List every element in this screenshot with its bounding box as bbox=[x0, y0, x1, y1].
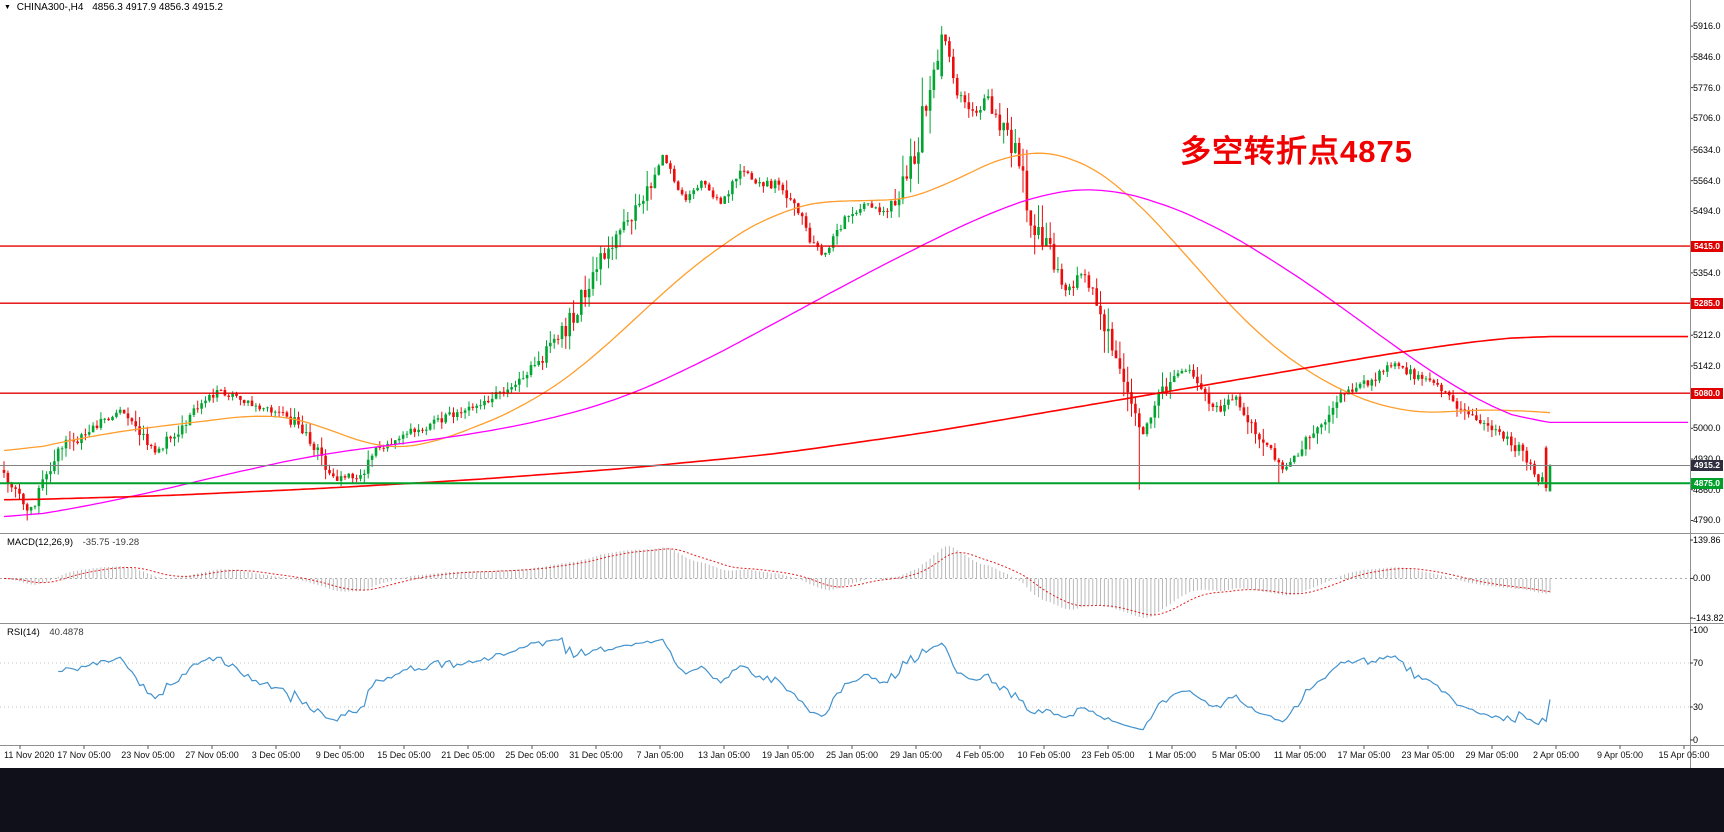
y-axis-tick: 5212.0 bbox=[1693, 330, 1721, 341]
time-axis-label: 4 Feb 05:00 bbox=[955, 750, 1005, 760]
time-axis-label: 23 Feb 05:00 bbox=[1081, 750, 1135, 760]
time-axis-label: 15 Apr 05:00 bbox=[1658, 750, 1710, 760]
ma-fast-line bbox=[3, 152, 1551, 452]
y-axis-tick: 5634.0 bbox=[1693, 144, 1721, 155]
annotation-text[interactable]: 多空转折点4875 bbox=[1180, 134, 1413, 169]
rsi-line bbox=[58, 637, 1551, 731]
time-axis-label: 17 Nov 05:00 bbox=[57, 750, 111, 760]
macd-histogram bbox=[7, 546, 1551, 618]
price-line-label: 5415.0 bbox=[1691, 240, 1723, 252]
rsi-axis-tick: 30 bbox=[1693, 702, 1704, 712]
y-axis-tick: 4930.0 bbox=[1693, 454, 1721, 465]
y-axis-tick: 5494.0 bbox=[1693, 206, 1721, 217]
time-axis-label: 23 Mar 05:00 bbox=[1401, 750, 1455, 760]
time-axis-label: 25 Jan 05:00 bbox=[825, 750, 879, 760]
time-axis-label: 10 Feb 05:00 bbox=[1017, 750, 1071, 760]
bear-candle-wicks bbox=[3, 36, 1547, 521]
price-line-label: 4875.0 bbox=[1691, 477, 1723, 489]
time-axis-label: 31 Dec 05:00 bbox=[569, 750, 623, 760]
time-axis-label: 7 Jan 05:00 bbox=[636, 750, 684, 760]
time-axis-label: 29 Mar 05:00 bbox=[1465, 750, 1519, 760]
macd-signal-line bbox=[3, 548, 1551, 616]
time-axis-label: 11 Mar 05:00 bbox=[1273, 750, 1327, 760]
time-axis-label: 27 Nov 05:00 bbox=[185, 750, 239, 760]
price-line-label: 5285.0 bbox=[1691, 297, 1723, 309]
bull-candle-wicks bbox=[30, 26, 1551, 516]
time-axis-label: 13 Jan 05:00 bbox=[697, 750, 751, 760]
y-axis-tick: 5142.0 bbox=[1693, 360, 1721, 371]
time-axis-label: 15 Dec 05:00 bbox=[377, 750, 431, 760]
time-axis-label: 9 Apr 05:00 bbox=[1596, 750, 1644, 760]
price-line-label: 5080.0 bbox=[1691, 387, 1723, 399]
ohlc-values-label: 4856.3 4917.9 4856.3 4915.2 bbox=[92, 2, 223, 13]
symbol-timeframe-label: CHINA300-,H4 bbox=[16, 2, 84, 13]
rsi-name: RSI(14) bbox=[7, 627, 40, 638]
time-axis-label: 23 Nov 05:00 bbox=[121, 750, 175, 760]
rsi-value: 40.4878 bbox=[49, 627, 84, 638]
time-axis-label: 2 Apr 05:00 bbox=[1532, 750, 1580, 760]
ma-slow-line bbox=[4, 335, 1688, 501]
macd-indicator-label: MACD(12,26,9) -35.75 -19.28 bbox=[7, 537, 139, 548]
bull-candle-bodies bbox=[29, 34, 1552, 511]
time-axis-label: 9 Dec 05:00 bbox=[315, 750, 365, 760]
bottom-bar bbox=[0, 768, 1724, 832]
bear-candle-bodies bbox=[2, 34, 1548, 511]
y-axis-tick: 4860.0 bbox=[1693, 484, 1721, 495]
time-axis-label: 3 Dec 05:00 bbox=[251, 750, 301, 760]
y-axis-tick: 4790.0 bbox=[1693, 515, 1721, 526]
time-axis-label: 17 Mar 05:00 bbox=[1337, 750, 1391, 760]
macd-values: -35.75 -19.28 bbox=[82, 537, 140, 548]
macd-name: MACD(12,26,9) bbox=[7, 537, 73, 548]
rsi-axis-tick: 100 bbox=[1693, 625, 1709, 635]
y-axis-tick: 5564.0 bbox=[1693, 175, 1721, 186]
y-axis-tick: 5916.0 bbox=[1693, 21, 1721, 32]
macd-axis-tick: 139.86 bbox=[1693, 535, 1721, 545]
ma-mid-line bbox=[3, 189, 1688, 518]
price-line-label: 4915.2 bbox=[1691, 460, 1723, 472]
macd-axis-tick: -143.82 bbox=[1693, 613, 1724, 623]
time-axis-label: 5 Mar 05:00 bbox=[1211, 750, 1261, 760]
time-axis-label: 29 Jan 05:00 bbox=[889, 750, 943, 760]
y-axis-tick: 5776.0 bbox=[1693, 82, 1721, 93]
y-axis-tick: 5354.0 bbox=[1693, 267, 1721, 278]
collapse-triangle-icon[interactable]: ▼ bbox=[4, 4, 11, 11]
time-axis-label: 25 Dec 05:00 bbox=[505, 750, 559, 760]
chart-title: ▼ CHINA300-,H4 4856.3 4917.9 4856.3 4915… bbox=[4, 2, 229, 13]
time-axis-label: 21 Dec 05:00 bbox=[441, 750, 495, 760]
rsi-axis-tick: 70 bbox=[1693, 658, 1704, 668]
rsi-axis-tick: 0 bbox=[1693, 735, 1699, 745]
time-axis-label: 19 Jan 05:00 bbox=[761, 750, 815, 760]
time-axis-label: 1 Mar 05:00 bbox=[1147, 750, 1197, 760]
time-axis-label: 11 Nov 2020 bbox=[4, 750, 55, 760]
chart-canvas[interactable] bbox=[0, 0, 1724, 768]
rsi-indicator-label: RSI(14) 40.4878 bbox=[7, 627, 84, 638]
y-axis-tick: 5706.0 bbox=[1693, 113, 1721, 124]
macd-axis-tick: 0.00 bbox=[1693, 573, 1711, 584]
y-axis-tick: 5846.0 bbox=[1693, 51, 1721, 62]
y-axis-tick: 5000.0 bbox=[1693, 423, 1721, 434]
